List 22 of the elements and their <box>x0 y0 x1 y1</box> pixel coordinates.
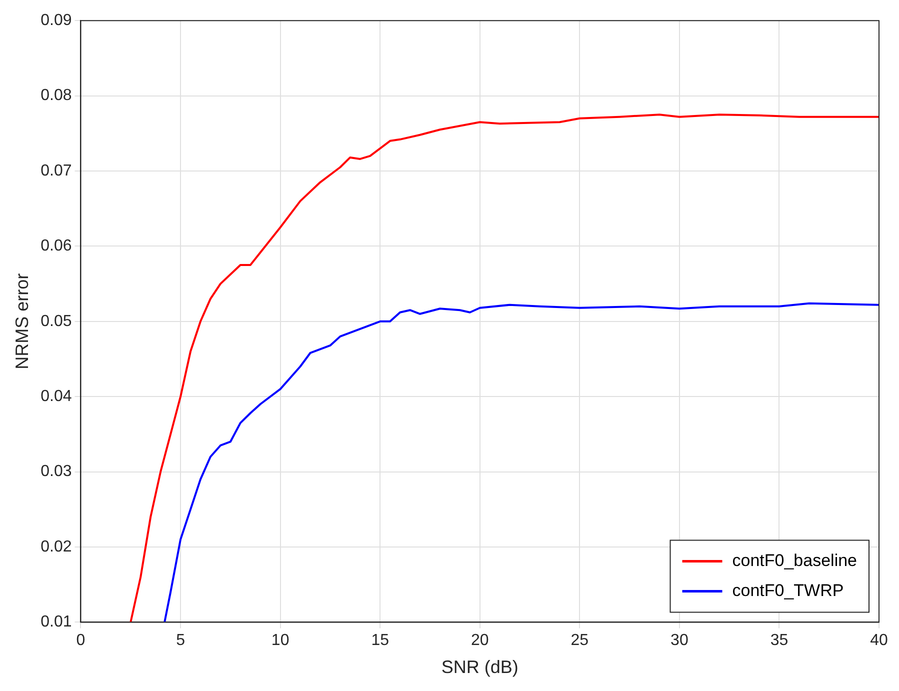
y-axis-title: NRMS error <box>12 273 32 370</box>
x-tick-label: 30 <box>670 632 688 650</box>
y-tick-label: 0.04 <box>40 388 72 406</box>
legend-label: contF0_baseline <box>732 550 858 570</box>
x-tick-label: 10 <box>271 632 290 650</box>
y-tick-label: 0.05 <box>40 312 72 330</box>
x-tick-label: 5 <box>176 632 186 650</box>
x-axis-title: SNR (dB) <box>441 657 518 678</box>
x-tick-label: 15 <box>371 632 390 650</box>
y-tick-label: 0.08 <box>40 87 72 104</box>
y-tick-label: 0.03 <box>40 463 72 480</box>
x-tick-label: 20 <box>470 632 489 650</box>
y-tick-label: 0.07 <box>40 162 72 180</box>
x-tick-label: 40 <box>870 632 888 650</box>
x-tick-label: 0 <box>76 632 86 650</box>
y-tick-label: 0.01 <box>40 614 72 631</box>
y-tick-label: 0.06 <box>40 238 72 255</box>
y-tick-label: 0.02 <box>40 538 72 556</box>
legend-label: contF0_TWRP <box>732 580 844 600</box>
x-tick-label: 35 <box>770 632 788 650</box>
x-tick-label: 25 <box>570 632 589 650</box>
y-tick-label: 0.09 <box>40 12 72 30</box>
